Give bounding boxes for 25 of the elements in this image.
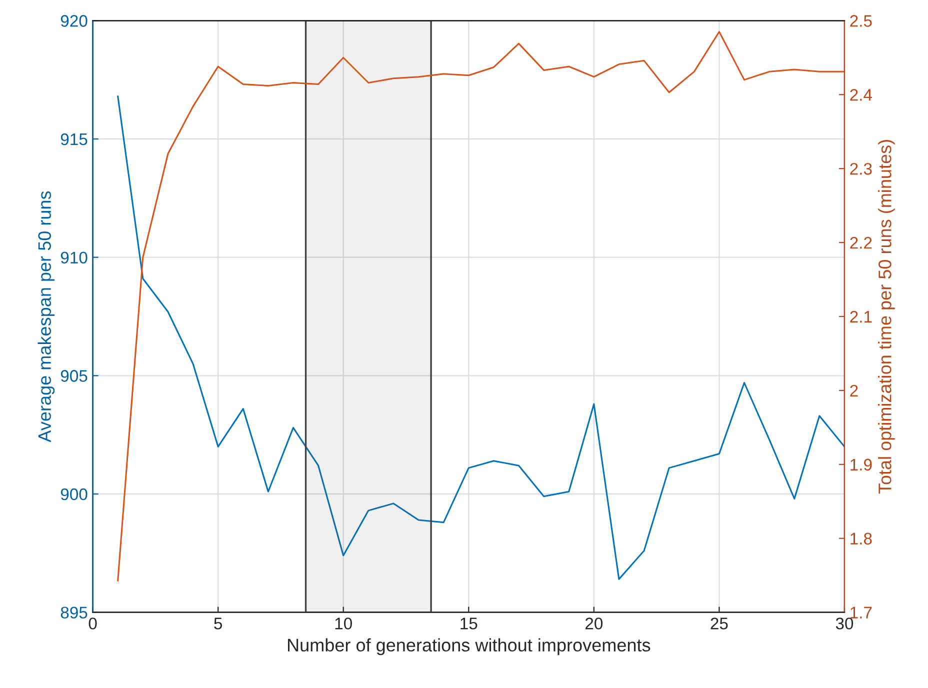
x-tick-label: 20	[585, 618, 603, 630]
x-axis-title: Number of generations without improvements	[288, 638, 650, 656]
x-tick-label: 0	[88, 618, 97, 630]
x-tick-label: 15	[460, 618, 478, 630]
y-tick-label: 900	[60, 488, 88, 500]
y2-tick-label: 2	[850, 384, 858, 396]
y2-tick-label: 2.4	[850, 89, 872, 101]
x-tick-label: 25	[710, 618, 728, 630]
y-tick-label: 915	[60, 133, 88, 146]
y2-tick-label: 1.9	[850, 458, 872, 471]
y2-tick-label: 2.2	[850, 236, 872, 249]
y-tick-label: 905	[60, 370, 88, 382]
y-axis-title: Average makespan per 50 runs	[38, 191, 55, 442]
y-tick-label: 920	[60, 15, 88, 27]
y2-tick-label: 1.7	[850, 606, 872, 618]
x-tick-label: 10	[335, 618, 352, 630]
y2-axis-title: Total optimization time per 50 runs (minutes)	[878, 140, 895, 494]
y-tick-label: 895	[60, 606, 88, 619]
x-tick-label: 30	[836, 618, 854, 630]
y2-tick-label: 1.8	[850, 532, 872, 545]
x-tick-label: 5	[214, 618, 222, 630]
y-tick-label: 910	[60, 252, 88, 264]
y2-tick-label: 2.5	[850, 15, 872, 27]
y2-tick-label: 2.1	[850, 310, 872, 323]
y2-tick-label: 2.3	[850, 162, 872, 175]
